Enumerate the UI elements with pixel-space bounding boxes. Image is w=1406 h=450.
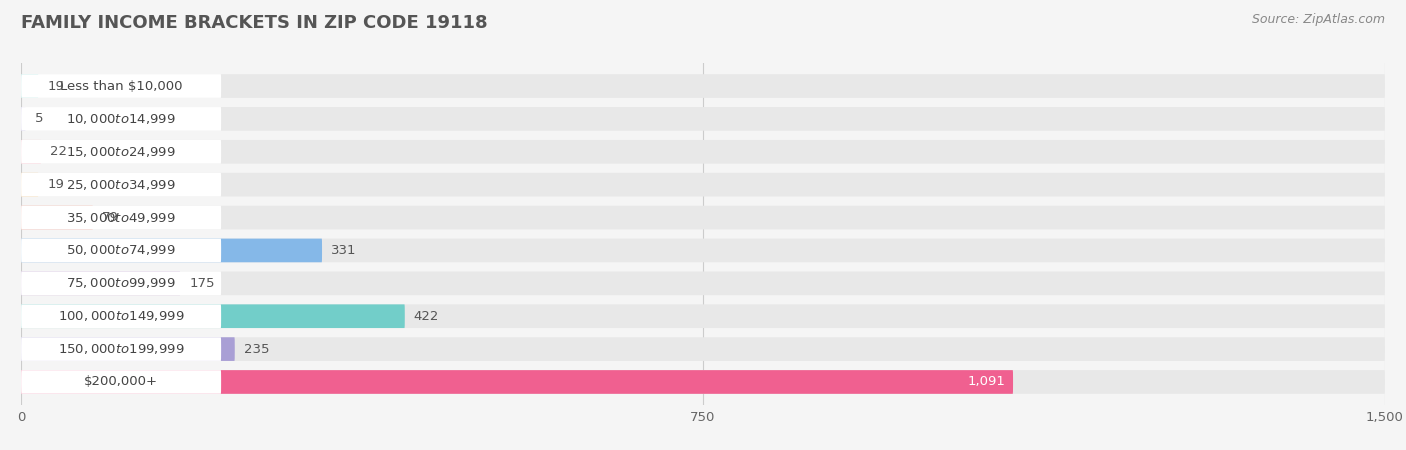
Text: $100,000 to $149,999: $100,000 to $149,999 [58, 309, 184, 323]
FancyBboxPatch shape [21, 271, 1385, 295]
FancyBboxPatch shape [21, 304, 221, 328]
Text: $75,000 to $99,999: $75,000 to $99,999 [66, 276, 176, 290]
FancyBboxPatch shape [21, 173, 38, 197]
Text: 19: 19 [48, 178, 65, 191]
Text: $10,000 to $14,999: $10,000 to $14,999 [66, 112, 176, 126]
FancyBboxPatch shape [21, 271, 221, 295]
FancyBboxPatch shape [21, 238, 221, 262]
FancyBboxPatch shape [21, 271, 180, 295]
Text: 22: 22 [51, 145, 67, 158]
FancyBboxPatch shape [21, 173, 221, 197]
FancyBboxPatch shape [21, 337, 1385, 361]
FancyBboxPatch shape [21, 206, 221, 230]
FancyBboxPatch shape [21, 140, 221, 164]
Text: $35,000 to $49,999: $35,000 to $49,999 [66, 211, 176, 225]
Text: 235: 235 [243, 342, 270, 356]
Text: $25,000 to $34,999: $25,000 to $34,999 [66, 178, 176, 192]
FancyBboxPatch shape [21, 238, 322, 262]
FancyBboxPatch shape [21, 107, 1385, 131]
Text: $150,000 to $199,999: $150,000 to $199,999 [58, 342, 184, 356]
FancyBboxPatch shape [21, 304, 405, 328]
FancyBboxPatch shape [21, 206, 93, 230]
FancyBboxPatch shape [21, 74, 221, 98]
FancyBboxPatch shape [21, 304, 1385, 328]
Text: 19: 19 [48, 80, 65, 93]
Text: $200,000+: $200,000+ [84, 375, 157, 388]
FancyBboxPatch shape [21, 370, 221, 394]
FancyBboxPatch shape [21, 337, 235, 361]
Text: $15,000 to $24,999: $15,000 to $24,999 [66, 145, 176, 159]
Text: FAMILY INCOME BRACKETS IN ZIP CODE 19118: FAMILY INCOME BRACKETS IN ZIP CODE 19118 [21, 14, 488, 32]
FancyBboxPatch shape [21, 107, 221, 131]
Text: Source: ZipAtlas.com: Source: ZipAtlas.com [1251, 14, 1385, 27]
FancyBboxPatch shape [21, 238, 1385, 262]
Text: 1,091: 1,091 [967, 375, 1005, 388]
Text: 79: 79 [103, 211, 120, 224]
FancyBboxPatch shape [21, 140, 1385, 164]
FancyBboxPatch shape [21, 74, 38, 98]
FancyBboxPatch shape [21, 370, 1385, 394]
Text: 175: 175 [190, 277, 215, 290]
Text: Less than $10,000: Less than $10,000 [60, 80, 183, 93]
FancyBboxPatch shape [21, 173, 1385, 197]
Text: 331: 331 [332, 244, 357, 257]
FancyBboxPatch shape [21, 140, 41, 164]
Text: 5: 5 [35, 112, 44, 126]
FancyBboxPatch shape [21, 337, 221, 361]
FancyBboxPatch shape [21, 74, 1385, 98]
FancyBboxPatch shape [21, 370, 1014, 394]
FancyBboxPatch shape [21, 206, 1385, 230]
FancyBboxPatch shape [21, 107, 25, 131]
Text: 422: 422 [413, 310, 439, 323]
Text: $50,000 to $74,999: $50,000 to $74,999 [66, 243, 176, 257]
